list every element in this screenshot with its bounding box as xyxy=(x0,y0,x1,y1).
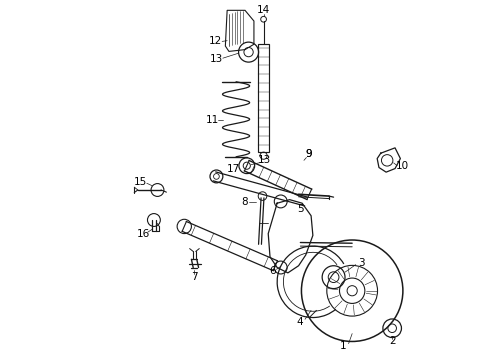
Text: 13: 13 xyxy=(210,54,223,64)
Text: 8: 8 xyxy=(241,197,247,207)
Text: 10: 10 xyxy=(395,161,409,171)
Text: 15: 15 xyxy=(134,177,147,187)
Text: 11: 11 xyxy=(205,115,219,125)
Text: 5: 5 xyxy=(297,204,304,214)
Text: 7: 7 xyxy=(191,272,197,282)
Text: 6: 6 xyxy=(269,266,275,276)
Text: 14: 14 xyxy=(257,5,270,15)
Text: 13: 13 xyxy=(258,155,271,165)
Text: 16: 16 xyxy=(137,229,150,239)
Text: 9: 9 xyxy=(305,149,312,159)
Text: 3: 3 xyxy=(358,258,365,268)
Text: 17: 17 xyxy=(227,163,240,174)
Bar xyxy=(258,44,270,152)
Text: 1: 1 xyxy=(340,341,346,351)
Text: 2: 2 xyxy=(389,337,395,346)
Text: 9: 9 xyxy=(305,149,312,159)
Text: 4: 4 xyxy=(296,317,303,327)
Text: 12: 12 xyxy=(209,36,222,46)
Polygon shape xyxy=(225,10,254,51)
